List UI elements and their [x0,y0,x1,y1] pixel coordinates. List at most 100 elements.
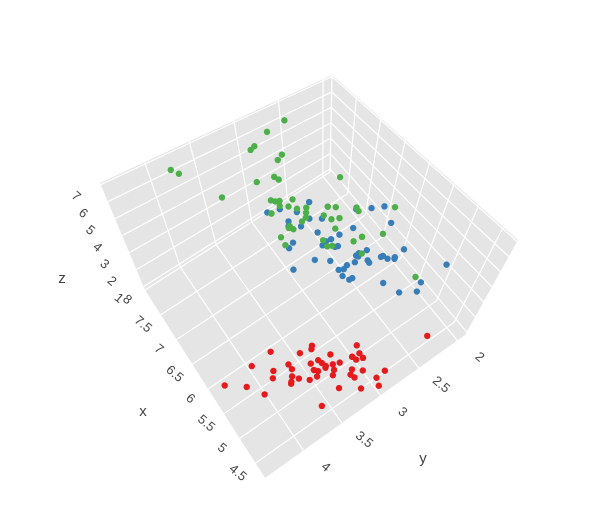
grid-line [330,137,484,303]
point [289,196,296,203]
grid-line [188,141,217,245]
point [349,274,356,282]
point [328,216,335,223]
grid-line [239,300,437,439]
grid-line [215,244,343,424]
grid-line [400,161,431,258]
grid-line [382,139,407,237]
point [332,203,340,211]
point [364,257,371,264]
grid-line [128,137,331,254]
point [381,367,389,374]
point [336,231,343,238]
y-axis-title: y [419,450,427,467]
tick-label: 6 [76,205,91,221]
point [412,273,419,281]
point [314,229,321,236]
tick-label: 7 [152,341,167,357]
point [391,255,398,263]
point [288,378,295,386]
point [387,219,395,227]
point [349,224,357,232]
tick-label: 6.5 [163,362,186,385]
grid-line [331,76,518,242]
point [319,237,327,244]
point [243,383,250,391]
grid-line [329,168,468,333]
point [175,170,183,177]
point [375,382,383,389]
floor-wall [145,172,465,478]
grid-line [277,99,288,200]
grid-line [160,192,349,316]
point [278,151,286,158]
point [384,255,391,262]
point [302,214,310,221]
point [363,246,370,254]
point [379,230,387,238]
point [261,391,268,398]
grid-line [114,106,332,220]
point [288,365,296,373]
point [327,235,335,243]
tick-label: 4.5 [226,461,249,484]
point [268,210,275,217]
point [302,209,310,216]
point [293,205,301,212]
point [336,174,344,181]
point [443,261,450,268]
z-axis-title: z [58,270,66,287]
point [253,178,260,186]
point [308,345,315,353]
point [336,214,343,222]
point [348,366,356,373]
point [276,202,283,210]
point [274,156,281,164]
point [351,374,358,381]
point [313,373,321,380]
tick-label: 3.5 [353,428,376,451]
point [351,259,359,266]
point [218,194,226,201]
point [373,374,380,381]
grid-line [364,118,382,215]
grid [100,74,518,464]
point [281,117,288,124]
point [221,382,228,389]
point [400,246,408,253]
point [359,367,366,374]
grid-line [136,153,331,271]
grid-line [144,162,182,268]
point [358,250,365,257]
tick-label: 5 [215,440,230,456]
tick-label: 3 [395,404,410,420]
grid-line [192,235,384,365]
point [381,203,388,210]
grid-line [436,205,480,301]
point [282,241,289,249]
point [285,361,292,368]
point [353,204,360,211]
grid-line [453,226,504,323]
point [311,256,319,264]
point [289,239,297,246]
tick-label: 2 [105,273,120,289]
point [391,204,399,211]
point [295,375,303,382]
point [248,362,255,370]
grid-line [233,120,253,223]
grid-line [331,91,510,258]
point [272,198,279,205]
point [330,366,338,374]
grid-line [107,91,332,203]
point [285,203,292,210]
grid-line [121,122,332,237]
point [269,375,277,382]
point [329,242,336,250]
point [271,173,278,181]
tick-label: 2.5 [430,373,453,396]
point [263,128,271,136]
tick-label: 6 [183,390,198,406]
grid-line [251,221,381,396]
point [277,234,285,241]
